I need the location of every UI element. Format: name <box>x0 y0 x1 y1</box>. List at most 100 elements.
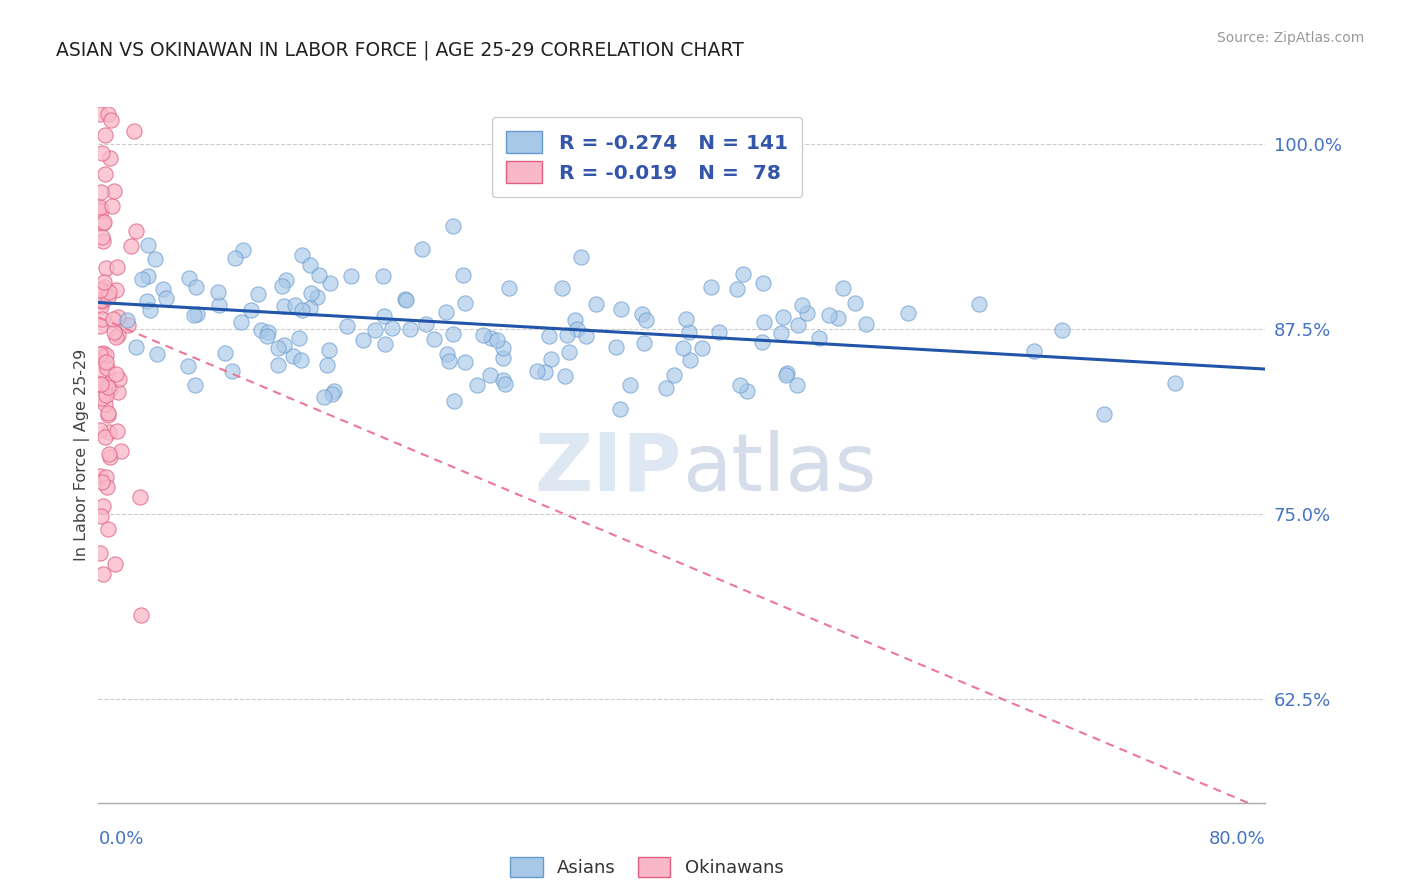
Point <box>94 429 117 443</box>
Point <box>769 326 792 340</box>
Text: 0.0%: 0.0% <box>98 830 143 847</box>
Point <box>832 281 855 295</box>
Point <box>633 335 655 350</box>
Point <box>492 373 515 387</box>
Point <box>662 368 685 383</box>
Point <box>91 391 114 405</box>
Point <box>434 305 457 319</box>
Point <box>786 318 808 332</box>
Point <box>969 296 991 310</box>
Point <box>89 318 111 333</box>
Point <box>93 280 115 294</box>
Point <box>609 302 631 317</box>
Point <box>395 293 418 307</box>
Point <box>91 346 114 360</box>
Point <box>100 199 122 213</box>
Point <box>479 331 502 345</box>
Point <box>89 423 111 437</box>
Point <box>564 312 586 326</box>
Point <box>94 470 117 484</box>
Point <box>485 333 508 347</box>
Point <box>91 294 114 309</box>
Point <box>654 381 676 395</box>
Point <box>139 303 162 318</box>
Point <box>454 354 477 368</box>
Point <box>89 347 111 361</box>
Point <box>336 318 359 333</box>
Point <box>443 393 465 408</box>
Point <box>374 337 396 351</box>
Point <box>143 252 166 266</box>
Point <box>90 230 112 244</box>
Point <box>97 446 120 460</box>
Text: atlas: atlas <box>682 430 876 508</box>
Point <box>107 328 129 343</box>
Point <box>96 107 118 121</box>
Point <box>897 306 920 320</box>
Point <box>97 409 120 423</box>
Point <box>1050 324 1073 338</box>
Point <box>319 276 342 290</box>
Point <box>120 239 142 253</box>
Point <box>733 267 755 281</box>
Point <box>1024 344 1046 359</box>
Point <box>752 276 775 290</box>
Point <box>855 317 877 331</box>
Point <box>94 397 117 411</box>
Point <box>775 368 797 383</box>
Point <box>273 337 295 351</box>
Point <box>96 480 118 494</box>
Point <box>465 377 488 392</box>
Point <box>436 347 458 361</box>
Point <box>90 203 112 218</box>
Point <box>290 352 312 367</box>
Point <box>526 364 548 378</box>
Point <box>423 332 446 346</box>
Point <box>725 282 748 296</box>
Point <box>101 311 124 326</box>
Point <box>679 352 702 367</box>
Point <box>630 307 652 321</box>
Point <box>678 325 700 339</box>
Point <box>90 185 112 199</box>
Point <box>1092 407 1115 421</box>
Point <box>93 215 115 229</box>
Point <box>818 308 841 322</box>
Point <box>89 547 111 561</box>
Point <box>284 298 307 312</box>
Point <box>89 283 111 297</box>
Point <box>221 364 243 378</box>
Point <box>90 376 112 391</box>
Point <box>299 258 322 272</box>
Point <box>364 323 387 337</box>
Point <box>90 283 112 297</box>
Point <box>207 285 229 300</box>
Point <box>1164 376 1187 391</box>
Point <box>492 351 515 365</box>
Point <box>256 328 278 343</box>
Point <box>605 340 627 354</box>
Point <box>103 184 125 198</box>
Text: ZIP: ZIP <box>534 430 682 508</box>
Point <box>707 325 730 339</box>
Point <box>315 358 337 372</box>
Point <box>177 270 200 285</box>
Point <box>308 268 330 282</box>
Point <box>575 328 598 343</box>
Point <box>91 566 114 581</box>
Point <box>98 425 121 439</box>
Point <box>307 290 329 304</box>
Text: ASIAN VS OKINAWAN IN LABOR FORCE | AGE 25-29 CORRELATION CHART: ASIAN VS OKINAWAN IN LABOR FORCE | AGE 2… <box>56 40 744 60</box>
Point <box>229 315 252 329</box>
Point <box>138 268 160 283</box>
Point <box>104 329 127 343</box>
Point <box>146 346 169 360</box>
Point <box>290 248 312 262</box>
Point <box>207 298 229 312</box>
Point <box>585 297 607 311</box>
Point <box>796 306 818 320</box>
Point <box>239 302 262 317</box>
Point <box>569 250 592 264</box>
Point <box>250 323 273 337</box>
Point <box>494 377 516 392</box>
